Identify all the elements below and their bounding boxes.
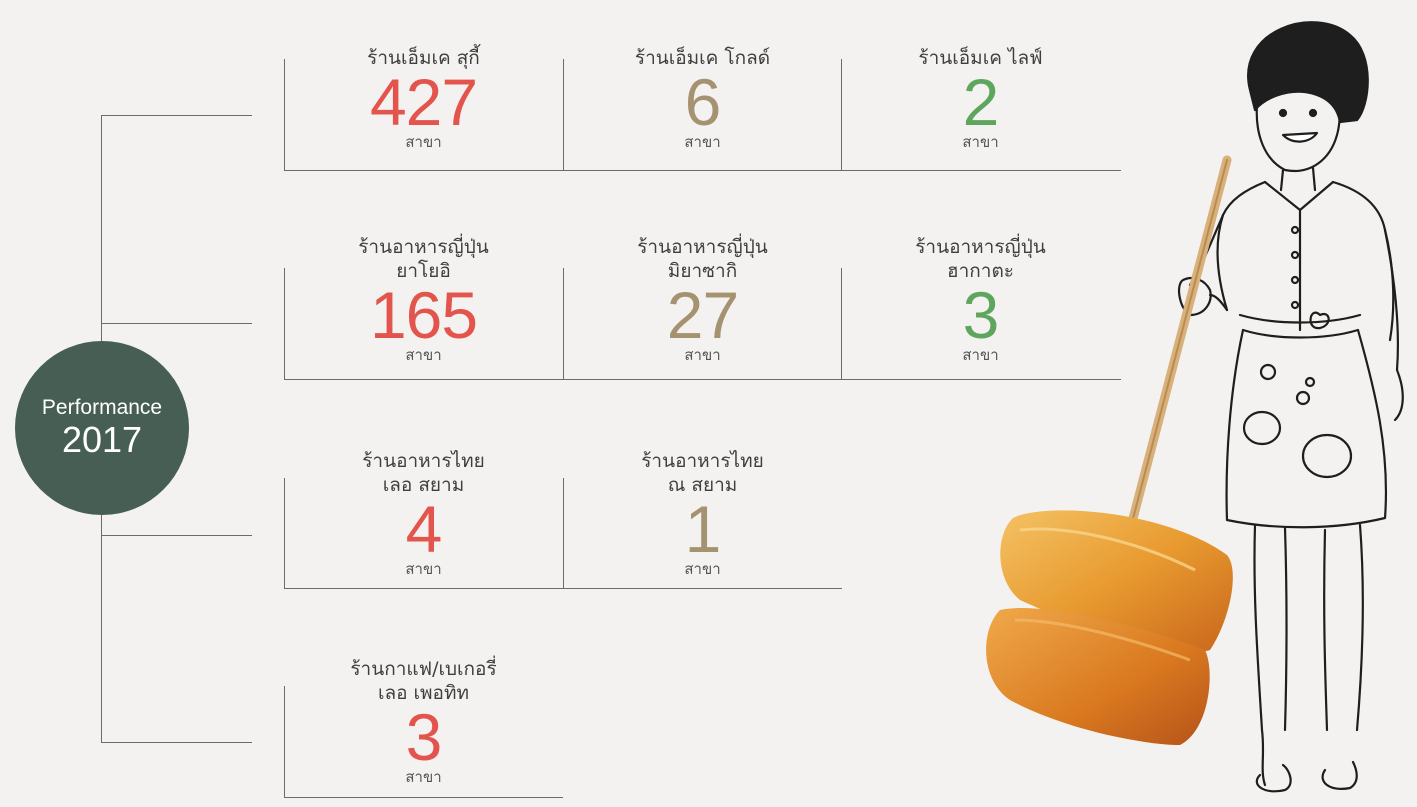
row3-baseline	[284, 588, 842, 589]
cell-name-line2: มิยาซากิ	[667, 260, 738, 282]
circle-year: 2017	[61, 418, 143, 460]
cell-hakata: ร้านอาหารญี่ปุ่น ฮากาตะ 3 สาขา	[841, 235, 1120, 363]
cell-unit: สาขา	[684, 560, 721, 578]
cell-count: 6	[684, 65, 722, 139]
cell-count: 2	[962, 65, 1000, 139]
row2-baseline	[284, 379, 1121, 380]
cell-count: 3	[962, 278, 1000, 352]
row2-divider-3	[841, 268, 842, 380]
cell-name-line1: ร้านอาหารญี่ปุ่น	[915, 236, 1046, 258]
woman-with-skewer-illustration	[986, 21, 1404, 793]
cell-name-line2: เลอ สยาม	[382, 474, 465, 496]
cell-name-line1: ร้านเอ็มเค สุกี้	[367, 47, 480, 69]
circle-label: Performance	[41, 395, 163, 419]
performance-circle: Performance 2017	[15, 341, 189, 515]
row1-baseline	[284, 170, 1121, 171]
cell-name-line1: ร้านอาหารญี่ปุ่น	[358, 236, 489, 258]
row4-divider-1	[284, 686, 285, 798]
cell-name-line1: ร้านอาหารไทย	[641, 450, 764, 472]
cell-unit: สาขา	[684, 346, 721, 364]
cell-unit: สาขา	[405, 560, 442, 578]
cell-unit: สาขา	[962, 133, 999, 151]
cell-count: 27	[666, 278, 739, 352]
cell-name-line2: ฮากาตะ	[947, 260, 1014, 282]
row1-divider-2	[563, 59, 564, 171]
cell-count: 3	[405, 700, 443, 774]
cell-yayoi: ร้านอาหารญี่ปุ่น ยาโยอิ 165 สาขา	[284, 235, 563, 363]
branch-row-1	[101, 115, 252, 116]
branch-row-4	[101, 742, 252, 743]
row2-divider-2	[563, 268, 564, 380]
cell-le-petit: ร้านกาแฟ/เบเกอรี่ เลอ เพอทิท 3 สาขา	[284, 657, 563, 785]
row1-divider-3	[841, 59, 842, 171]
row4-baseline	[284, 797, 563, 798]
row1-divider-1	[284, 59, 285, 171]
cell-mk-suki: ร้านเอ็มเค สุกี้ 427 สาขา	[284, 46, 563, 150]
row2-divider-1	[284, 268, 285, 380]
cell-name-line2: เลอ เพอทิท	[377, 682, 470, 704]
cell-unit: สาขา	[962, 346, 999, 364]
cell-name-line1: ร้านกาแฟ/เบเกอรี่	[350, 658, 497, 680]
branch-row-2	[101, 323, 252, 324]
cell-name-line1: ร้านอาหารญี่ปุ่น	[637, 236, 768, 258]
cell-count: 1	[684, 492, 722, 566]
cell-mk-live: ร้านเอ็มเค ไลฟ์ 2 สาขา	[841, 46, 1120, 150]
cell-unit: สาขา	[405, 133, 442, 151]
cell-unit: สาขา	[405, 346, 442, 364]
cell-miyazaki: ร้านอาหารญี่ปุ่น มิยาซากิ 27 สาขา	[563, 235, 842, 363]
cell-name-line1: ร้านอาหารไทย	[362, 450, 485, 472]
row3-divider-1	[284, 478, 285, 589]
row3-divider-2	[563, 478, 564, 589]
cell-name-line2: ยาโยอิ	[396, 260, 451, 282]
cell-count: 165	[369, 278, 478, 352]
cell-na-siam: ร้านอาหารไทย ณ สยาม 1 สาขา	[563, 449, 842, 577]
cell-name-line1: ร้านเอ็มเค ไลฟ์	[918, 47, 1043, 69]
branch-row-3	[101, 535, 252, 536]
cell-le-siam: ร้านอาหารไทย เลอ สยาม 4 สาขา	[284, 449, 563, 577]
cell-mk-gold: ร้านเอ็มเค โกลด์ 6 สาขา	[563, 46, 842, 150]
cell-count: 427	[369, 65, 478, 139]
cell-unit: สาขา	[405, 768, 442, 786]
cell-name-line1: ร้านเอ็มเค โกลด์	[634, 47, 771, 69]
cell-count: 4	[405, 492, 443, 566]
cell-unit: สาขา	[684, 133, 721, 151]
cell-name-line2: ณ สยาม	[667, 474, 738, 496]
